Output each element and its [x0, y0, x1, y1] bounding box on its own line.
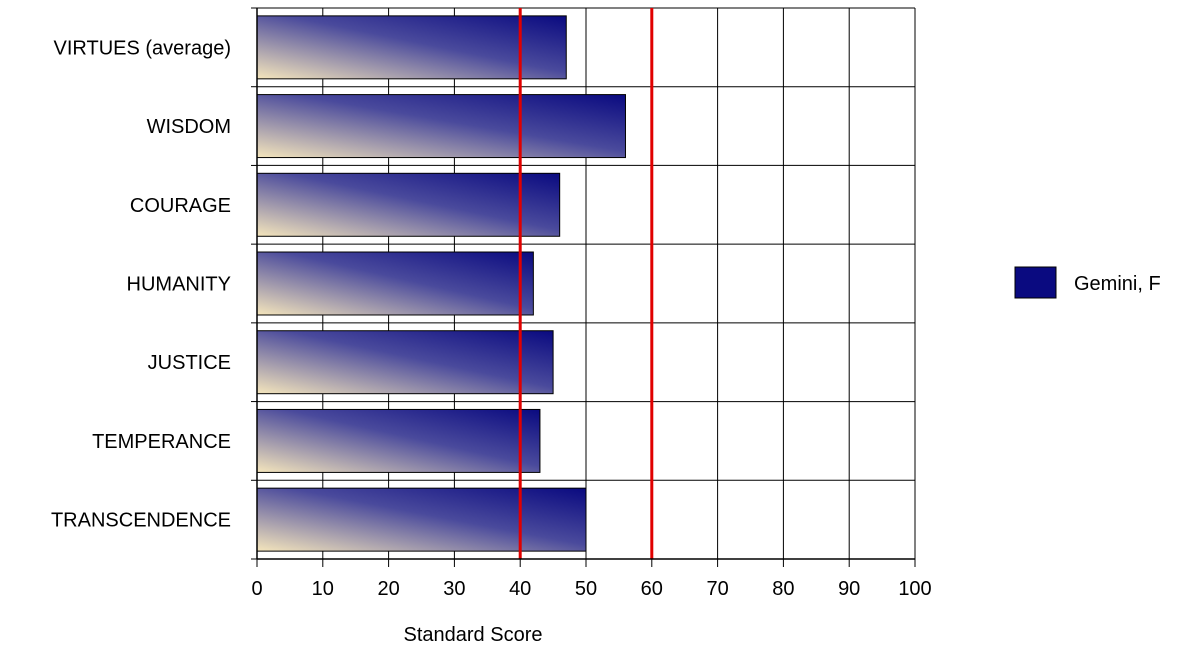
- category-label: WISDOM: [147, 116, 231, 138]
- bars: [256, 15, 626, 552]
- bar: [256, 408, 541, 473]
- x-tick-label: 60: [641, 578, 663, 600]
- axes: [251, 7, 916, 567]
- category-label: TEMPERANCE: [92, 431, 231, 453]
- x-tick-label: 70: [706, 578, 728, 600]
- category-labels: VIRTUES (average) WISDOM COURAGE HUMANITY JU…: [51, 37, 231, 531]
- legend-swatch: [1014, 266, 1057, 299]
- x-tick-label: 20: [377, 578, 399, 600]
- bar: [256, 487, 587, 552]
- x-tick-label: 90: [838, 578, 860, 600]
- x-tick-label: 100: [898, 578, 931, 600]
- legend-label: Gemini, F: [1074, 273, 1161, 295]
- x-axis-title: Standard Score: [404, 624, 543, 646]
- x-tick-label: 50: [575, 578, 597, 600]
- bar: [256, 330, 554, 395]
- legend: Gemini, F: [1014, 266, 1161, 299]
- bar: [256, 251, 534, 316]
- bar: [256, 94, 626, 159]
- x-tick-label: 80: [772, 578, 794, 600]
- category-label: TRANSCENDENCE: [51, 510, 231, 532]
- category-label: HUMANITY: [127, 274, 231, 296]
- x-tick-label: 40: [509, 578, 531, 600]
- category-label: COURAGE: [130, 195, 231, 217]
- x-tick-label: 10: [312, 578, 334, 600]
- category-label: VIRTUES (average): [54, 37, 231, 59]
- x-tick-labels: 0 10 20 30 40 50 60 70 80 90 100: [251, 578, 931, 600]
- x-tick-label: 0: [251, 578, 262, 600]
- reference-lines: [518, 8, 654, 559]
- category-label: JUSTICE: [148, 352, 231, 374]
- bar: [256, 172, 561, 237]
- bar: [256, 15, 567, 80]
- x-tick-label: 30: [443, 578, 465, 600]
